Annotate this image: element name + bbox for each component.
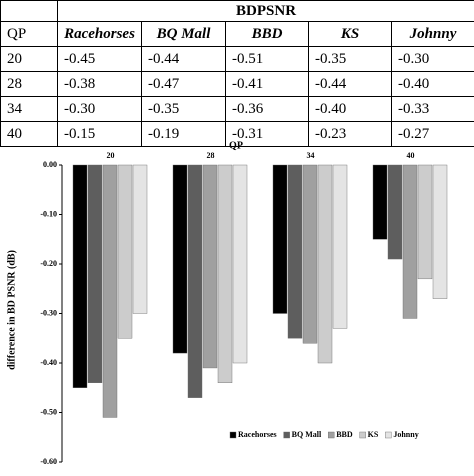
table-cell: -0.30 <box>390 46 474 72</box>
table-cell: -0.47 <box>141 71 226 97</box>
table-cell: 34 <box>0 96 58 122</box>
table-cell: -0.40 <box>390 71 474 97</box>
bar <box>172 164 188 354</box>
table-cell: 28 <box>0 71 58 97</box>
header-cell: KS <box>308 21 392 47</box>
x-tick-label: 20 <box>107 151 115 160</box>
legend-label: BQ Mall <box>292 430 322 439</box>
legend-swatch <box>229 431 237 439</box>
table-cell: 20 <box>0 46 58 72</box>
header-cell: BQ Mall <box>141 21 226 47</box>
legend-label: BBD <box>336 430 353 439</box>
table-row: BDPSNR <box>0 0 474 22</box>
results-table: BDPSNR QP Racehorses BQ Mall BBD KS Johnny 20 -0… <box>0 0 474 147</box>
bar <box>372 164 388 240</box>
table-cell: -0.44 <box>308 71 392 97</box>
y-tick-label: -0.60 <box>40 457 57 466</box>
bar <box>132 164 148 314</box>
bar <box>202 164 218 369</box>
bar <box>287 164 303 339</box>
bar <box>72 164 88 388</box>
bar <box>102 164 118 418</box>
y-tick-label: -0.20 <box>40 259 57 268</box>
table-row: 40 -0.15 -0.19 -0.31 -0.23 -0.27 <box>0 121 474 147</box>
chart: QP difference in BD PSNR (dB) 0.00 -0.10 -… <box>6 140 448 466</box>
y-axis-title: difference in BD PSNR (dB) <box>6 250 17 370</box>
bar <box>272 164 288 314</box>
table-cell: -0.15 <box>57 121 142 147</box>
bar <box>332 164 348 329</box>
legend-swatch <box>328 431 335 439</box>
bar <box>387 164 403 260</box>
table-cell: -0.51 <box>225 46 309 72</box>
header-cell: Racehorses <box>57 21 142 47</box>
table-row: 20 -0.45 -0.44 -0.51 -0.35 -0.30 <box>0 46 474 72</box>
table-cell: -0.41 <box>225 71 309 97</box>
table-cell: -0.31 <box>225 121 309 147</box>
bar <box>302 164 318 344</box>
table-title: BDPSNR <box>56 0 474 22</box>
header-cell: BBD <box>225 21 309 47</box>
table-cell: -0.36 <box>225 96 309 122</box>
y-tick-label: -0.40 <box>40 358 57 367</box>
table-cell: -0.33 <box>390 96 474 122</box>
bar <box>417 164 433 280</box>
bar <box>317 164 333 364</box>
bar <box>432 164 448 299</box>
table-row: 28 -0.38 -0.47 -0.41 -0.44 -0.40 <box>0 71 474 97</box>
table-cell: -0.40 <box>308 96 392 122</box>
table-cell: 40 <box>0 121 58 147</box>
bar <box>117 164 133 339</box>
legend-label: Racehorses <box>238 430 277 439</box>
legend-swatch <box>283 431 290 439</box>
legend-label: KS <box>368 430 379 439</box>
table-cell: -0.35 <box>141 96 226 122</box>
header-cell: QP <box>0 21 58 47</box>
table-cell: -0.45 <box>57 46 142 72</box>
bar <box>402 164 418 319</box>
bar <box>187 164 203 398</box>
table-cell: -0.35 <box>308 46 392 72</box>
header-cell: Johnny <box>390 21 474 47</box>
x-axis-title: QP <box>229 140 243 151</box>
bar <box>87 164 103 384</box>
bar <box>217 164 233 384</box>
legend-swatch <box>359 431 366 439</box>
table-cell: -0.44 <box>141 46 226 72</box>
legend-swatch <box>385 431 392 439</box>
y-tick-label: -0.30 <box>40 308 57 317</box>
x-tick-label: 28 <box>207 151 215 160</box>
corner-cell <box>0 0 58 22</box>
table-cell: -0.30 <box>57 96 142 122</box>
y-tick-label: 0.00 <box>43 160 57 169</box>
table-row: QP Racehorses BQ Mall BBD KS Johnny <box>0 21 474 47</box>
y-tick-label: -0.10 <box>40 209 57 218</box>
table-cell: -0.27 <box>390 121 474 147</box>
table-cell: -0.38 <box>57 71 142 97</box>
bar <box>232 164 248 364</box>
legend-label: Johnny <box>393 430 418 439</box>
x-tick-label: 40 <box>407 151 415 160</box>
x-tick-label: 34 <box>307 151 315 160</box>
y-tick-label: -0.50 <box>40 407 57 416</box>
table-row: 34 -0.30 -0.35 -0.36 -0.40 -0.33 <box>0 96 474 122</box>
